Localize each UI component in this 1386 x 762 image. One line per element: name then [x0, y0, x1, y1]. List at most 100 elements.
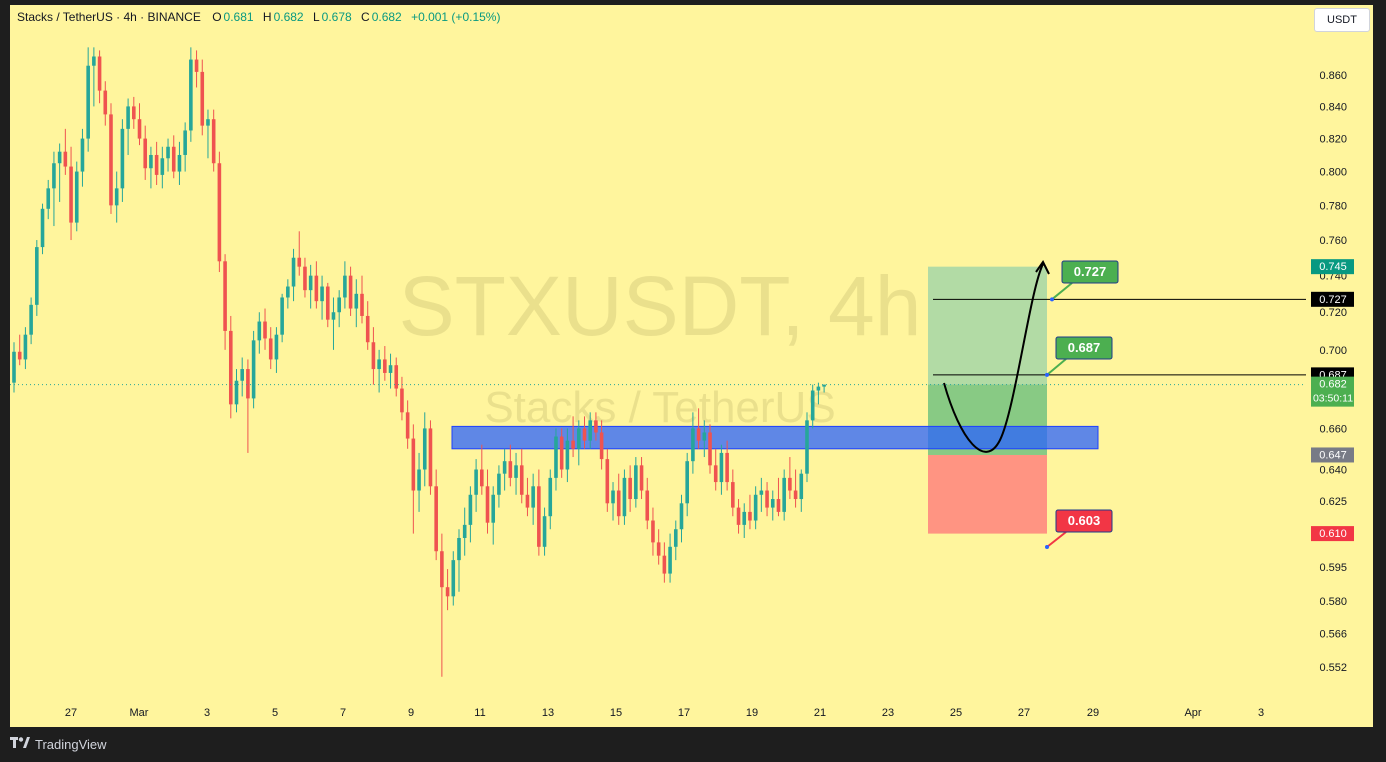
- candle-body: [200, 71, 205, 126]
- candle: [126, 98, 130, 155]
- x-tick-label: Mar: [130, 707, 149, 719]
- candle: [388, 353, 393, 389]
- candle-body: [474, 469, 478, 495]
- callout-0.603[interactable]: 0.603: [1045, 509, 1113, 549]
- candle-body: [291, 257, 296, 287]
- candle-body: [246, 369, 250, 399]
- candle-body: [679, 503, 684, 530]
- candle: [194, 50, 199, 88]
- callout-box: [1055, 509, 1113, 533]
- candle-body: [565, 440, 570, 470]
- candle-body: [308, 275, 313, 291]
- candle-body: [160, 158, 165, 175]
- candle-body: [588, 420, 593, 441]
- plot-area[interactable]: [10, 5, 1373, 727]
- candle: [651, 507, 655, 556]
- candle: [662, 542, 667, 583]
- callout-text: 0.687: [1068, 340, 1101, 355]
- candle-body: [228, 330, 233, 405]
- callout-pointer: [1051, 282, 1073, 301]
- candle-body: [189, 59, 193, 131]
- candle-body: [194, 59, 199, 72]
- x-tick-label: Apr: [1184, 707, 1201, 719]
- candle: [685, 452, 689, 517]
- callout-anchor: [1050, 297, 1054, 302]
- y-tick-label: 0.860: [1319, 70, 1347, 82]
- price-tag-0.682: 0.682 03:50:11: [1311, 376, 1354, 407]
- price-tag-bg: [1311, 376, 1354, 407]
- candle-body: [274, 334, 279, 360]
- candle: [816, 382, 821, 405]
- candle-body: [297, 257, 302, 267]
- candle: [331, 297, 336, 350]
- candle-body: [177, 154, 182, 172]
- y-tick-label: 0.760: [1319, 235, 1347, 247]
- support-zone-rect[interactable]: [451, 425, 1099, 450]
- candle: [537, 469, 541, 556]
- candle: [160, 146, 165, 189]
- candle-body: [502, 461, 507, 474]
- candle: [742, 503, 747, 538]
- candle-body: [171, 146, 176, 172]
- candle-body: [434, 486, 438, 552]
- candle: [80, 128, 85, 187]
- candle-body: [668, 546, 672, 574]
- candle: [86, 47, 90, 152]
- stop-zone[interactable]: [928, 454, 1047, 534]
- candle-body: [52, 163, 56, 189]
- candle-body: [428, 428, 433, 487]
- x-tick-label: 19: [746, 707, 758, 719]
- candle: [114, 171, 119, 223]
- x-tick-label: 9: [408, 707, 414, 719]
- candle-body: [440, 551, 444, 588]
- candle: [263, 308, 267, 350]
- callout-0.727[interactable]: 0.727: [1050, 260, 1119, 302]
- candle-body: [234, 380, 239, 405]
- overlay-layer: 0.727 0.687 0.603: [10, 260, 1306, 549]
- price-tag-bg: [1311, 526, 1354, 542]
- candle-body: [788, 477, 792, 491]
- currency-button[interactable]: USDT: [1314, 8, 1370, 32]
- time-axis[interactable]: 27 Mar 3 5 7 9 11 13 15 17 19 21 23 25 27 29 Apr 3: [65, 707, 1264, 719]
- y-tick-label: 0.700: [1319, 345, 1347, 357]
- candle: [645, 477, 650, 530]
- candle: [474, 459, 478, 512]
- candle: [736, 499, 741, 534]
- candle: [639, 457, 644, 500]
- candle-body: [480, 469, 484, 487]
- candle: [234, 369, 239, 413]
- candle: [514, 452, 518, 495]
- candle-body: [616, 490, 621, 517]
- y-tick-label: 0.640: [1319, 464, 1347, 476]
- candle-body: [611, 490, 615, 504]
- candle: [702, 420, 707, 458]
- candle-body: [805, 420, 809, 474]
- callout-0.687[interactable]: 0.687: [1045, 336, 1113, 377]
- y-tick-label: 0.820: [1319, 134, 1347, 146]
- candle-body: [211, 119, 216, 164]
- candle-body: [263, 321, 267, 339]
- candle: [765, 482, 769, 517]
- support-zone-layer[interactable]: [451, 425, 1099, 450]
- candle-body: [74, 171, 79, 223]
- y-tick-label: 0.660: [1319, 423, 1347, 435]
- price-tag-0.727: 0.727: [1311, 291, 1354, 307]
- x-tick-label: 3: [204, 707, 210, 719]
- open-value: 0.681: [223, 10, 254, 24]
- candle-body: [348, 275, 353, 309]
- projection-arrowhead-icon: [1035, 260, 1050, 275]
- candle-body: [702, 432, 707, 441]
- candle-body: [445, 587, 450, 597]
- candle-body: [576, 428, 581, 449]
- price-axis[interactable]: 0.8600.8400.8200.8000.7800.7600.7400.720…: [1319, 70, 1347, 674]
- candle: [377, 349, 381, 393]
- long-position-tool[interactable]: [928, 266, 1047, 534]
- callout-pointer: [1046, 531, 1067, 548]
- symbol-name[interactable]: Stacks / TetherUS · 4h · BINANCE: [17, 10, 201, 24]
- candle-body: [92, 56, 96, 66]
- tradingview-brand[interactable]: TradingView: [10, 736, 107, 752]
- x-tick-label: 21: [814, 707, 826, 719]
- candle: [793, 469, 798, 508]
- candle: [166, 138, 170, 172]
- candle-body: [286, 286, 290, 298]
